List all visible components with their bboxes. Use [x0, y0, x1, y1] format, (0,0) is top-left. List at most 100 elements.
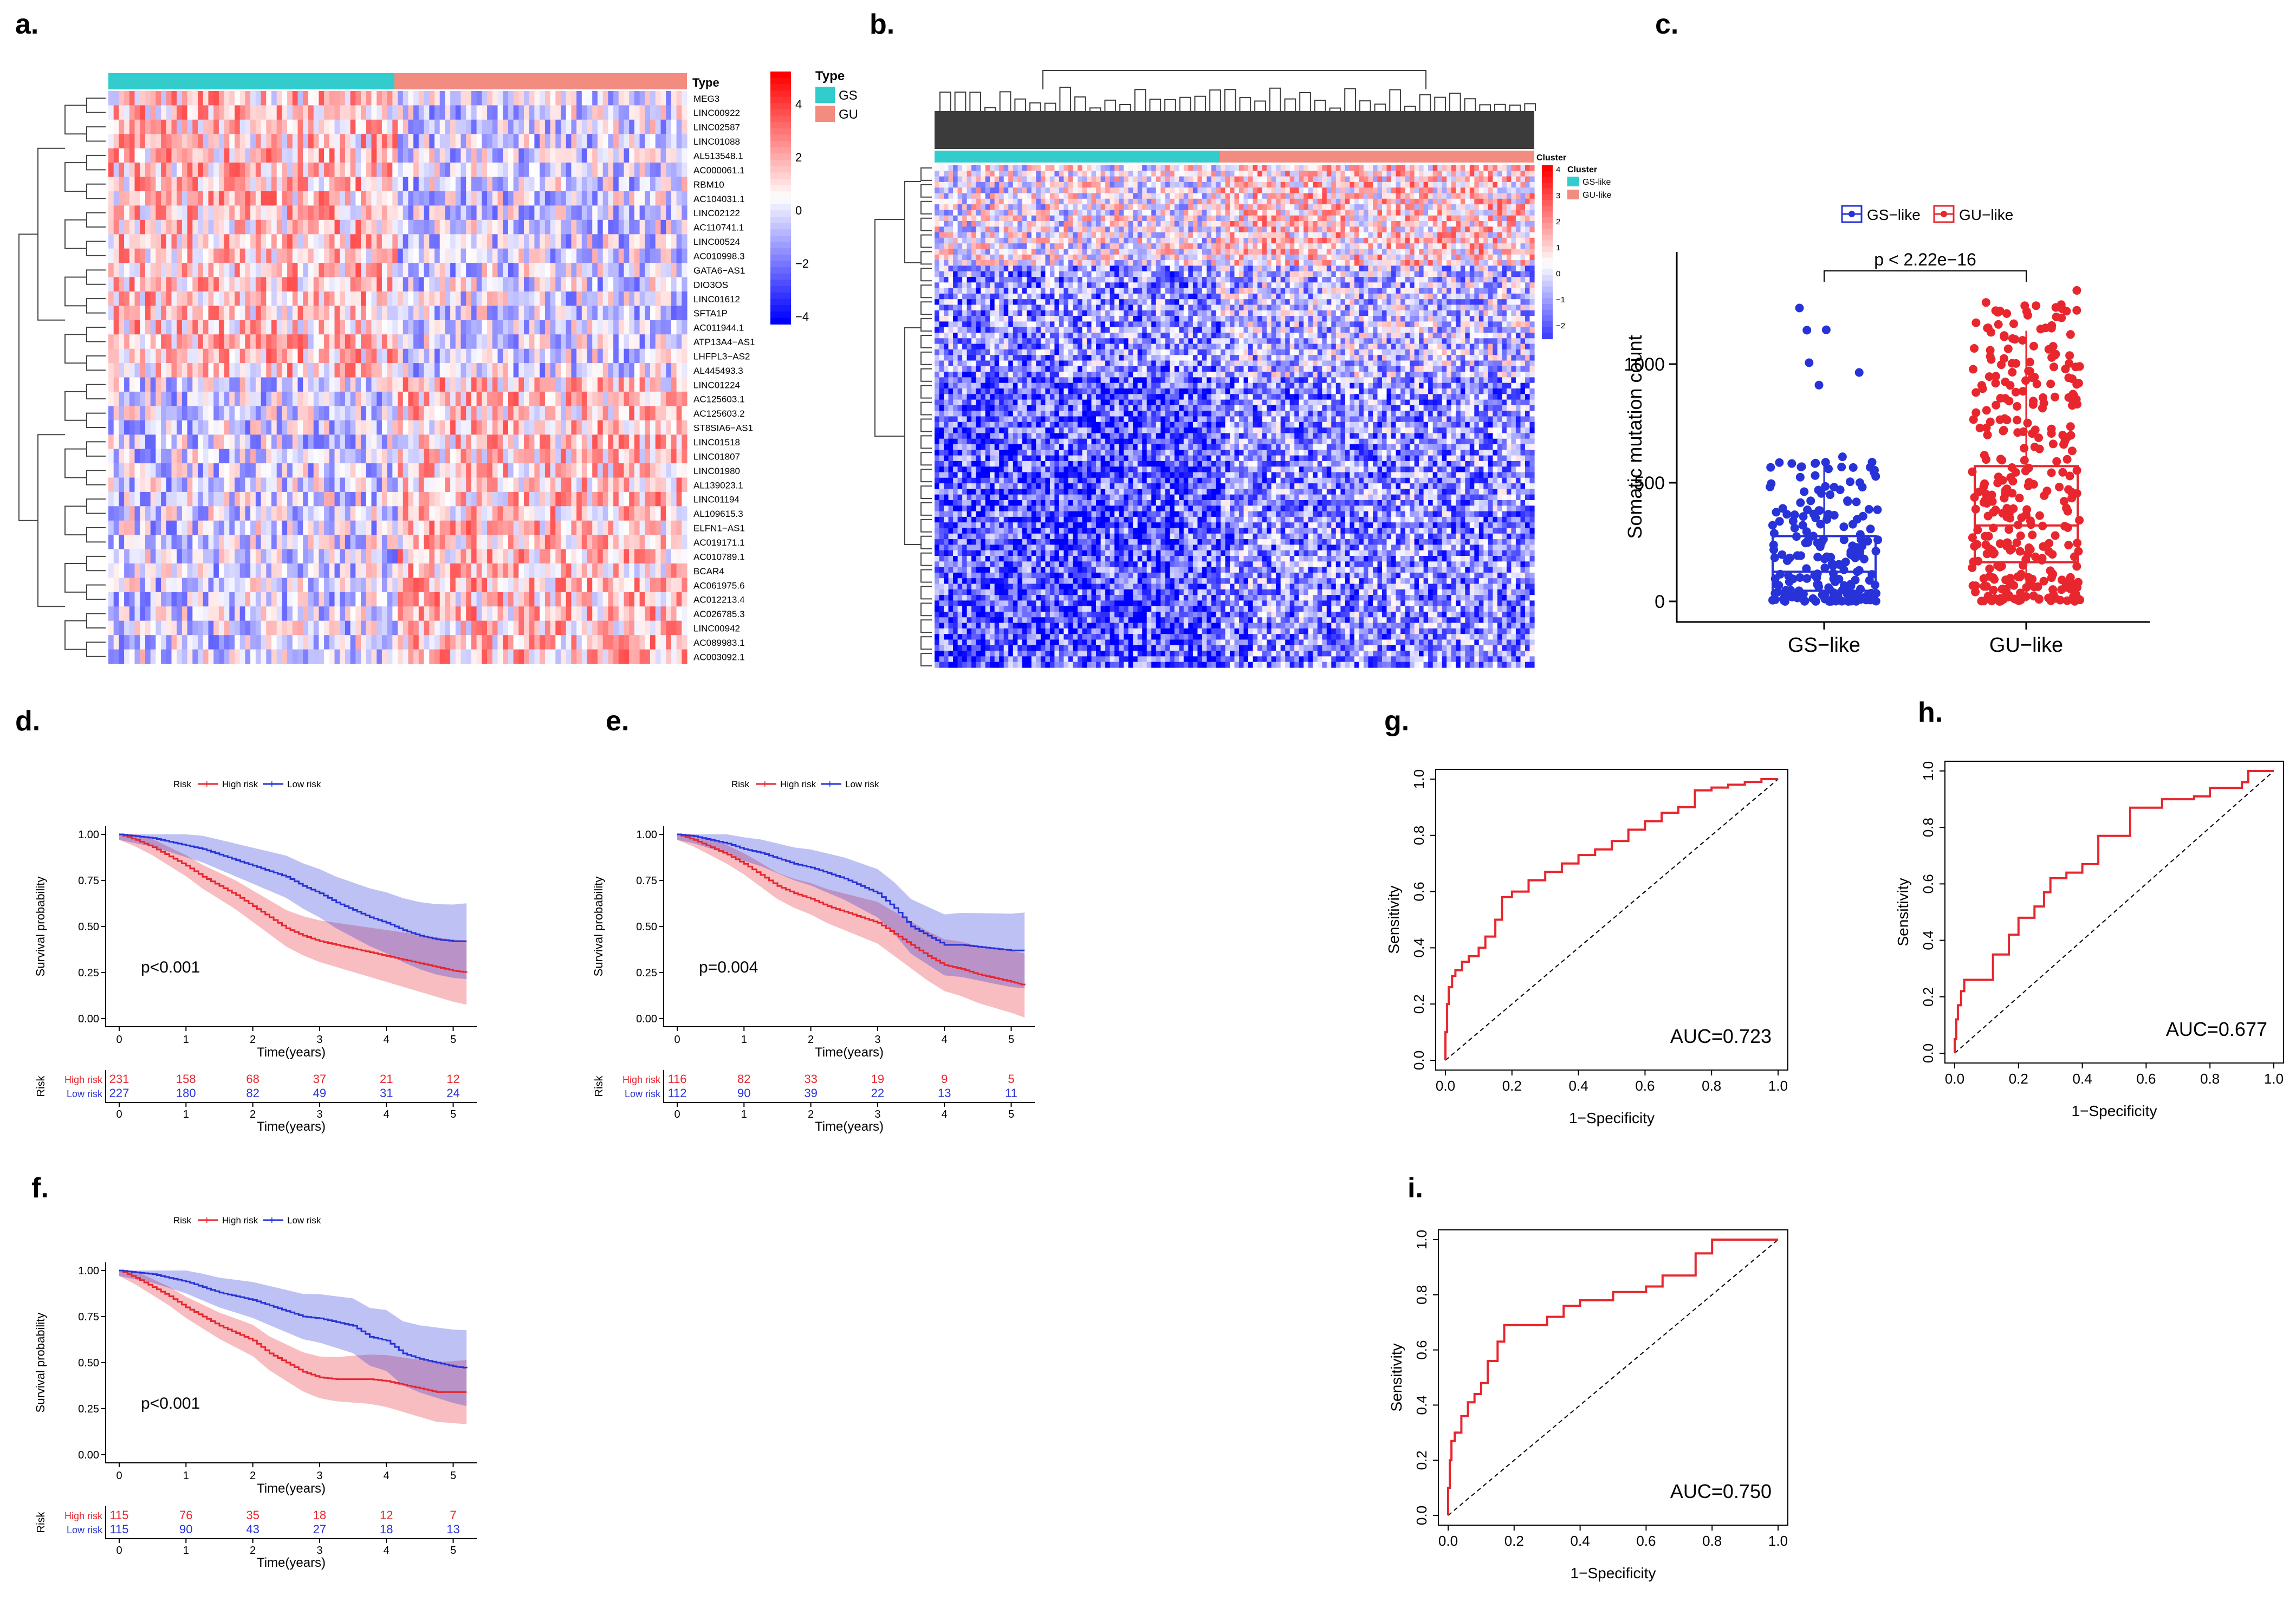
heatmap-cell: [566, 191, 572, 206]
heatmap-cell: [629, 449, 635, 464]
heatmap-cell: [245, 420, 251, 435]
heatmap-cell: [503, 291, 509, 306]
heatmap-cell: [1045, 171, 1050, 177]
heatmap-cell: [513, 449, 519, 464]
heatmap-cell: [377, 506, 382, 521]
heatmap-cell: [155, 320, 161, 335]
heatmap-cell: [660, 435, 666, 450]
heatmap-cell: [235, 277, 241, 292]
heatmap-cell: [1386, 165, 1392, 171]
heatmap-cell: [150, 377, 156, 392]
heatmap-cell: [576, 219, 582, 235]
heatmap-cell: [655, 520, 661, 535]
heatmap-cell: [398, 606, 404, 621]
heatmap-cell: [450, 535, 456, 550]
heatmap-cell: [319, 191, 325, 206]
heatmap-cell: [597, 163, 604, 178]
heatmap-cell: [181, 291, 188, 306]
color-scale-step: [770, 77, 791, 85]
heatmap-cell: [639, 291, 645, 306]
heatmap-cell: [676, 391, 682, 406]
heatmap-cell: [1488, 176, 1493, 183]
heatmap-cell: [340, 391, 346, 406]
heatmap-cell: [450, 449, 456, 464]
heatmap-cell: [129, 148, 135, 163]
heatmap-cell: [345, 635, 351, 650]
heatmap-cell: [571, 649, 577, 664]
dendrogram-branch: [939, 91, 951, 111]
heatmap-cell: [308, 363, 314, 378]
heatmap-cell: [497, 391, 503, 406]
heatmap-cell: [524, 449, 530, 464]
heatmap-cell: [1063, 171, 1069, 177]
heatmap-cell: [602, 163, 608, 178]
heatmap-cell: [634, 578, 640, 593]
heatmap-cell: [1160, 165, 1166, 171]
heatmap-cell: [271, 320, 277, 335]
heatmap-cell: [555, 248, 561, 263]
heatmap-cell: [224, 163, 230, 178]
heatmap-cell: [439, 606, 445, 621]
heatmap-cell: [340, 635, 346, 650]
heatmap-cell: [266, 463, 272, 478]
heatmap-cell: [361, 635, 367, 650]
heatmap-cell: [650, 491, 656, 507]
panel-label-e: e.: [606, 705, 629, 737]
gene-label: LINC02122: [693, 208, 740, 218]
heatmap-cell: [650, 635, 656, 650]
heatmap-cell: [639, 219, 645, 235]
heatmap-cell: [308, 635, 314, 650]
heatmap-cell: [129, 477, 135, 492]
heatmap-cell: [671, 163, 677, 178]
heatmap-cell: [113, 563, 119, 578]
heatmap-cell: [1529, 171, 1535, 177]
heatmap-cell: [271, 420, 277, 435]
heatmap-cell: [108, 248, 114, 263]
heatmap-cell: [471, 277, 477, 292]
heatmap-cell: [308, 205, 314, 221]
heatmap-cell: [476, 477, 482, 492]
heatmap-cell: [618, 620, 625, 636]
heatmap-cell: [935, 182, 940, 188]
heatmap-cell: [613, 520, 619, 535]
heatmap-cell: [1423, 165, 1429, 171]
heatmap-cell: [513, 119, 519, 134]
heatmap-cell: [540, 406, 546, 421]
heatmap-cell: [592, 119, 598, 134]
heatmap-cell: [466, 606, 472, 621]
heatmap-cell: [1036, 182, 1041, 188]
heatmap-cell: [292, 105, 299, 120]
gene-label: DIO3OS: [693, 280, 728, 290]
heatmap-cell: [303, 435, 309, 450]
heatmap-cell: [602, 191, 608, 206]
heatmap-cell: [218, 334, 225, 349]
heatmap-cell: [592, 649, 598, 664]
heatmap-cell: [177, 348, 183, 364]
heatmap-cell: [177, 163, 183, 178]
heatmap-cell: [297, 163, 303, 178]
heatmap-cell: [518, 148, 524, 163]
heatmap-cell: [592, 105, 598, 120]
heatmap-cell: [198, 592, 204, 607]
heatmap-cell: [129, 119, 135, 134]
heatmap-cell: [208, 163, 214, 178]
heatmap-cell: [150, 205, 156, 221]
heatmap-cell: [203, 463, 209, 478]
heatmap-cell: [381, 105, 388, 120]
heatmap-cell: [518, 334, 524, 349]
heatmap-cell: [334, 248, 340, 263]
heatmap-cell: [403, 163, 408, 178]
heatmap-cell: [198, 435, 204, 450]
heatmap-cell: [282, 377, 288, 392]
heatmap-cell: [550, 391, 556, 406]
heatmap-cell: [398, 420, 404, 435]
heatmap-cell: [276, 163, 282, 178]
heatmap-cell: [1087, 171, 1092, 177]
heatmap-cell: [540, 549, 546, 564]
heatmap-cell: [587, 105, 593, 120]
heatmap-cell: [434, 348, 440, 364]
heatmap-cell: [1396, 171, 1401, 177]
heatmap-cell: [192, 649, 198, 664]
heatmap-cell: [239, 406, 245, 421]
heatmap-cell: [350, 219, 356, 235]
